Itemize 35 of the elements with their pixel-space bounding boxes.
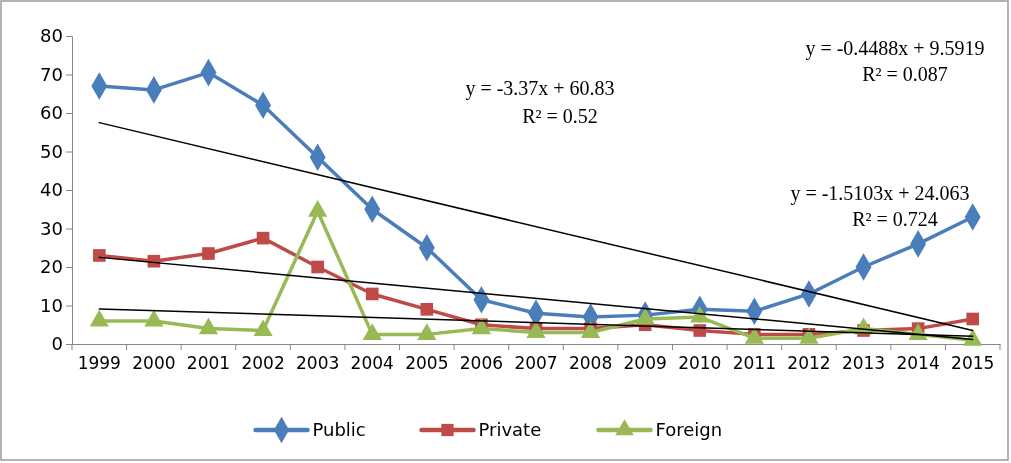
x-tick-label: 2000 [132, 353, 176, 374]
y-tick-label: 50 [40, 140, 63, 162]
x-tick-label: 2005 [405, 353, 449, 374]
annotation: R² = 0.087 [862, 63, 948, 85]
x-tick-label: 2009 [623, 353, 667, 374]
y-tick-label: 60 [40, 102, 63, 124]
x-tick-label: 2002 [241, 353, 285, 374]
y-tick-label: 20 [40, 256, 63, 278]
x-tick-label: 2010 [678, 353, 722, 374]
y-tick-label: 40 [40, 179, 63, 201]
x-tick-label: 2003 [296, 353, 340, 374]
y-tick-label: 0 [51, 333, 63, 355]
x-tick-label: 2007 [514, 353, 558, 374]
x-tick-label: 2012 [787, 353, 831, 374]
legend-label: Foreign [655, 419, 723, 441]
x-tick-label: 1999 [77, 353, 121, 374]
y-tick-label: 80 [40, 25, 63, 47]
annotation: y = -1.5103x + 24.063 [790, 182, 970, 205]
annotation: R² = 0.724 [852, 208, 938, 230]
y-tick-label: 70 [40, 63, 63, 85]
annotation: R² = 0.52 [522, 105, 598, 127]
legend-label: Private [478, 419, 542, 441]
x-tick-label: 2013 [841, 353, 886, 374]
y-tick-label: 10 [40, 294, 63, 316]
x-tick-label: 2008 [568, 353, 613, 374]
x-tick-label: 2001 [186, 353, 231, 374]
y-tick-label: 30 [40, 217, 63, 239]
annotation: y = -0.4488x + 9.5919 [805, 37, 985, 60]
x-tick-label: 2006 [459, 353, 504, 374]
annotation: y = -3.37x + 60.83 [465, 77, 615, 100]
x-tick-label: 2014 [896, 353, 940, 374]
x-tick-label: 2011 [732, 353, 776, 374]
legend-label: Public [312, 419, 366, 441]
x-tick-label: 2004 [350, 353, 394, 374]
x-tick-label: 2015 [951, 353, 995, 374]
